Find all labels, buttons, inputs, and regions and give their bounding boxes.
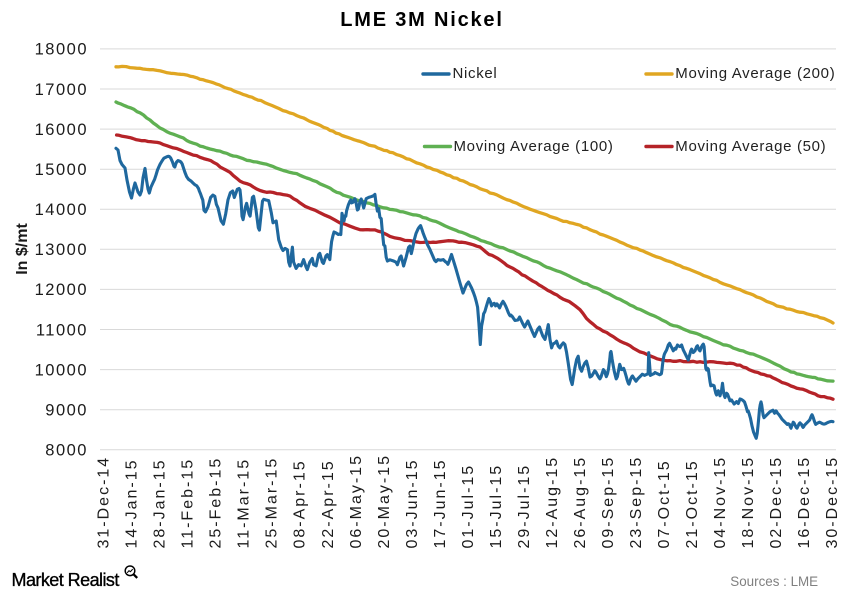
- svg-text:18000: 18000: [35, 41, 88, 59]
- svg-text:12-Aug-15: 12-Aug-15: [544, 456, 561, 549]
- svg-text:06-May-15: 06-May-15: [348, 454, 365, 548]
- svg-text:9000: 9000: [45, 402, 88, 420]
- svg-text:10000: 10000: [35, 361, 88, 379]
- svg-text:14-Jan-15: 14-Jan-15: [124, 458, 141, 548]
- svg-text:In $/mt: In $/mt: [14, 223, 31, 275]
- svg-text:31-Dec-14: 31-Dec-14: [96, 456, 113, 549]
- svg-text:09-Sep-15: 09-Sep-15: [600, 456, 617, 549]
- svg-text:18-Nov-15: 18-Nov-15: [740, 456, 757, 549]
- svg-text:Moving Average (200): Moving Average (200): [675, 65, 835, 82]
- svg-text:13000: 13000: [35, 241, 88, 259]
- svg-text:08-Apr-15: 08-Apr-15: [292, 459, 309, 548]
- svg-text:20-May-15: 20-May-15: [376, 454, 393, 548]
- svg-text:25-Mar-15: 25-Mar-15: [264, 457, 281, 549]
- svg-text:21-Oct-15: 21-Oct-15: [684, 459, 701, 548]
- svg-text:15-Jul-15: 15-Jul-15: [488, 464, 505, 549]
- svg-text:16-Dec-15: 16-Dec-15: [796, 456, 813, 549]
- svg-text:22-Apr-15: 22-Apr-15: [320, 459, 337, 548]
- svg-text:Moving Average (50): Moving Average (50): [675, 138, 826, 155]
- svg-text:15000: 15000: [35, 161, 88, 179]
- svg-text:11-Feb-15: 11-Feb-15: [180, 458, 197, 549]
- svg-text:04-Nov-15: 04-Nov-15: [712, 456, 729, 549]
- svg-text:Moving Average (100): Moving Average (100): [454, 138, 614, 155]
- svg-text:07-Oct-15: 07-Oct-15: [656, 459, 673, 548]
- svg-text:14000: 14000: [35, 201, 88, 219]
- svg-text:12000: 12000: [35, 281, 88, 299]
- svg-text:17-Jun-15: 17-Jun-15: [432, 458, 449, 548]
- svg-text:17000: 17000: [35, 81, 88, 99]
- svg-text:30-Dec-15: 30-Dec-15: [824, 456, 841, 549]
- svg-text:29-Jul-15: 29-Jul-15: [516, 464, 533, 549]
- svg-text:01-Jul-15: 01-Jul-15: [460, 464, 477, 549]
- svg-text:8000: 8000: [45, 442, 88, 460]
- svg-text:02-Dec-15: 02-Dec-15: [768, 456, 785, 549]
- svg-text:26-Aug-15: 26-Aug-15: [572, 456, 589, 549]
- svg-text:16000: 16000: [35, 121, 88, 139]
- svg-text:Nickel: Nickel: [453, 65, 498, 82]
- svg-text:03-Jun-15: 03-Jun-15: [404, 458, 421, 548]
- svg-text:LME 3M Nickel: LME 3M Nickel: [340, 9, 503, 31]
- svg-text:23-Sep-15: 23-Sep-15: [628, 456, 645, 549]
- svg-text:Market Realist: Market Realist: [12, 570, 120, 590]
- svg-text:25-Feb-15: 25-Feb-15: [208, 457, 225, 549]
- svg-text:28-Jan-15: 28-Jan-15: [152, 458, 169, 548]
- svg-text:11000: 11000: [36, 321, 88, 339]
- svg-text:11-Mar-15: 11-Mar-15: [236, 458, 253, 549]
- svg-text:Sources : LME: Sources : LME: [730, 574, 818, 589]
